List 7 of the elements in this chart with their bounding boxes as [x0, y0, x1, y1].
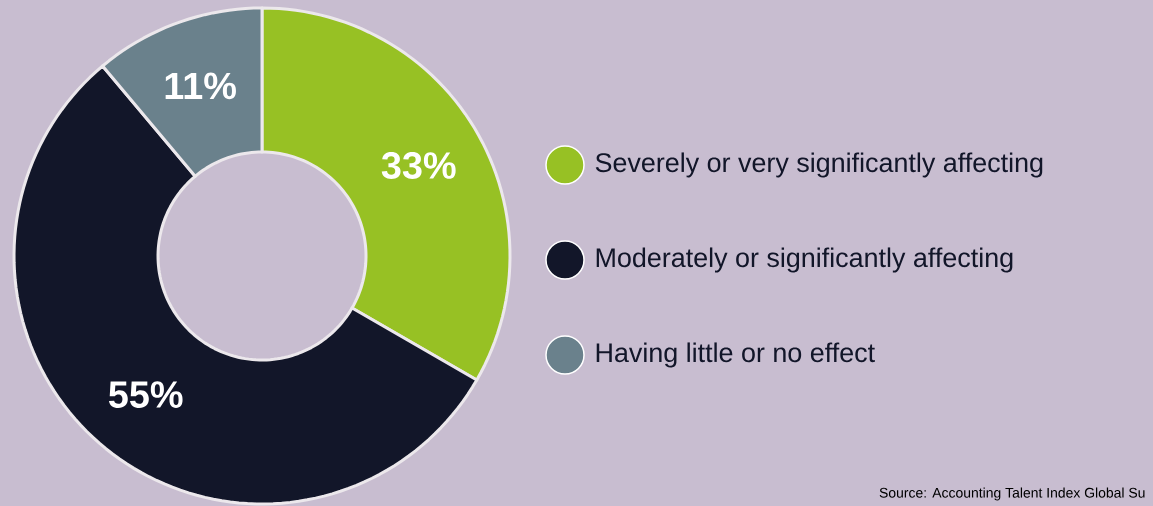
data-label: 55% — [108, 381, 183, 408]
data-label: 11% — [165, 72, 236, 100]
legend-label: Having little or no effect — [596, 342, 875, 368]
data-label: 33% — [381, 152, 456, 179]
legend-label: Severely or very significantly affecting — [595, 152, 1043, 178]
source-note: Source: Accounting Talent Index Global Su — [879, 487, 1145, 501]
legend-label: Moderately or significantly affecting — [596, 247, 1013, 273]
